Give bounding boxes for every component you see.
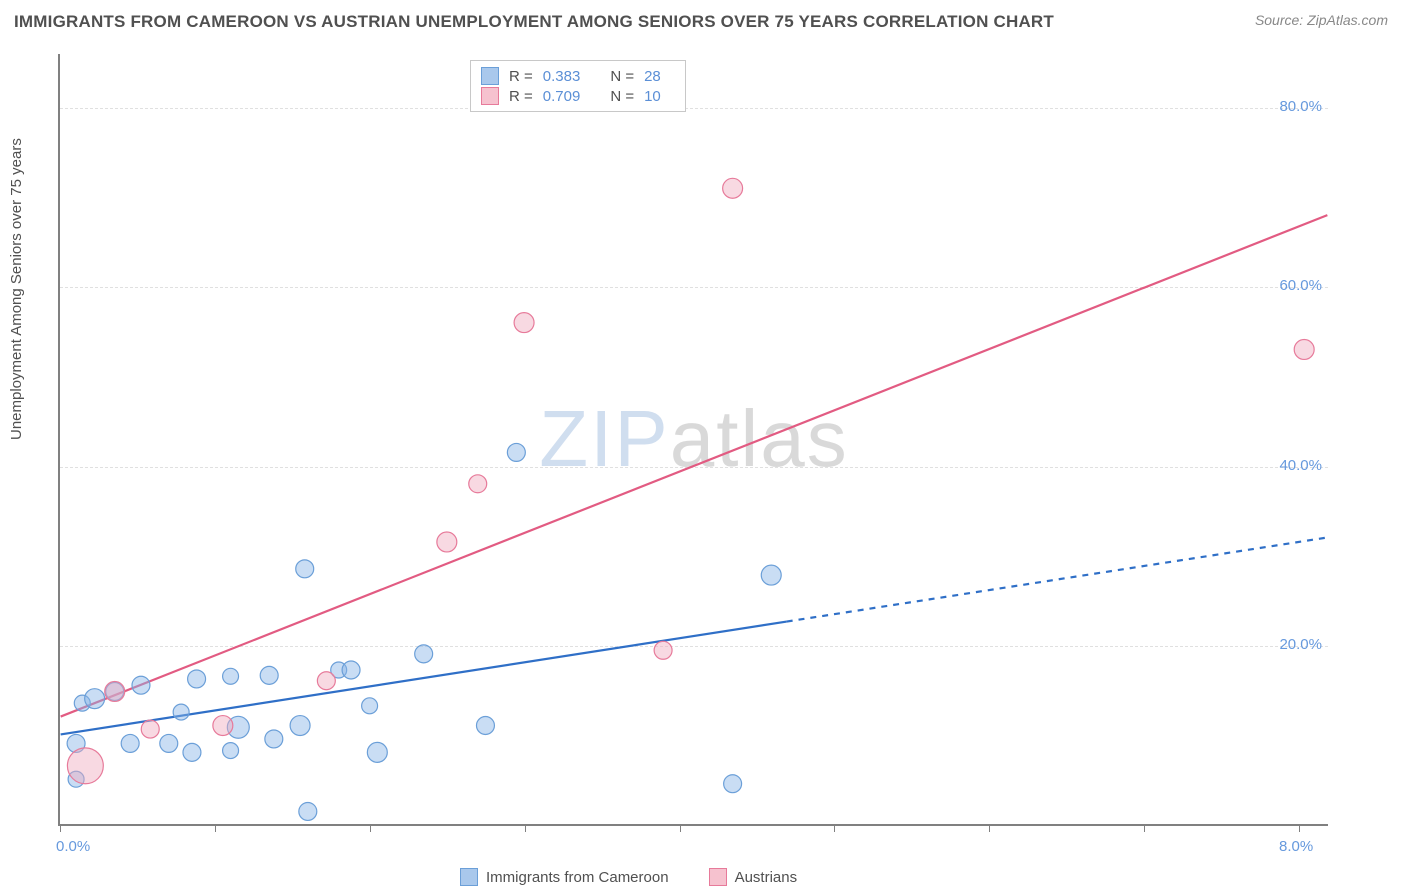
data-point bbox=[160, 734, 178, 752]
data-point bbox=[296, 560, 314, 578]
x-tick-mark bbox=[1144, 824, 1145, 832]
data-point bbox=[260, 666, 278, 684]
x-tick-mark bbox=[60, 824, 61, 832]
data-point bbox=[299, 802, 317, 820]
data-point bbox=[67, 748, 103, 784]
source-label: Source: ZipAtlas.com bbox=[1255, 12, 1388, 28]
data-point bbox=[223, 668, 239, 684]
trendline bbox=[61, 215, 1328, 716]
x-tick-mark bbox=[370, 824, 371, 832]
data-point bbox=[507, 443, 525, 461]
data-point bbox=[476, 717, 494, 735]
n-value: 10 bbox=[644, 88, 661, 105]
r-value: 0.383 bbox=[543, 68, 581, 85]
x-tick-mark bbox=[834, 824, 835, 832]
plot-area: ZIPatlas R = 0.383 N = 28 R = 0.709 N = … bbox=[58, 54, 1328, 826]
data-point bbox=[469, 475, 487, 493]
r-label: R = bbox=[509, 88, 533, 105]
data-point bbox=[188, 670, 206, 688]
data-point bbox=[183, 743, 201, 761]
n-label: N = bbox=[610, 88, 634, 105]
data-point bbox=[1294, 339, 1314, 359]
data-point bbox=[362, 698, 378, 714]
data-point bbox=[342, 661, 360, 679]
data-point bbox=[317, 672, 335, 690]
data-point bbox=[121, 734, 139, 752]
data-point bbox=[141, 720, 159, 738]
data-point bbox=[437, 532, 457, 552]
data-point bbox=[132, 676, 150, 694]
data-point bbox=[105, 682, 125, 702]
legend-swatch-pink bbox=[481, 87, 499, 105]
data-point bbox=[213, 716, 233, 736]
data-point bbox=[724, 775, 742, 793]
x-tick-mark bbox=[215, 824, 216, 832]
series-legend: Immigrants from Cameroon Austrians bbox=[460, 868, 797, 886]
data-point bbox=[173, 704, 189, 720]
legend-swatch-blue bbox=[481, 67, 499, 85]
data-point bbox=[367, 742, 387, 762]
data-point bbox=[85, 689, 105, 709]
data-point bbox=[265, 730, 283, 748]
x-tick-mark bbox=[680, 824, 681, 832]
chart-title: IMMIGRANTS FROM CAMEROON VS AUSTRIAN UNE… bbox=[14, 12, 1054, 32]
y-axis-label: Unemployment Among Seniors over 75 years bbox=[8, 138, 25, 440]
x-tick-label: 8.0% bbox=[1279, 838, 1313, 855]
legend-swatch-pink bbox=[709, 868, 727, 886]
legend-item-cameroon: Immigrants from Cameroon bbox=[460, 868, 669, 886]
legend-label: Austrians bbox=[735, 869, 798, 886]
data-point bbox=[415, 645, 433, 663]
legend-row-cameroon: R = 0.383 N = 28 bbox=[481, 66, 675, 86]
n-value: 28 bbox=[644, 68, 661, 85]
trendline-extrapolated bbox=[787, 537, 1328, 621]
data-point bbox=[290, 716, 310, 736]
chart-canvas bbox=[60, 54, 1328, 824]
x-tick-mark bbox=[1299, 824, 1300, 832]
x-tick-mark bbox=[525, 824, 526, 832]
trendline bbox=[61, 622, 787, 735]
legend-label: Immigrants from Cameroon bbox=[486, 869, 669, 886]
x-tick-mark bbox=[989, 824, 990, 832]
data-point bbox=[761, 565, 781, 585]
legend-swatch-blue bbox=[460, 868, 478, 886]
r-value: 0.709 bbox=[543, 88, 581, 105]
legend-row-austrians: R = 0.709 N = 10 bbox=[481, 86, 675, 106]
data-point bbox=[723, 178, 743, 198]
data-point bbox=[223, 743, 239, 759]
legend-item-austrians: Austrians bbox=[709, 868, 798, 886]
data-point bbox=[654, 641, 672, 659]
correlation-legend: R = 0.383 N = 28 R = 0.709 N = 10 bbox=[470, 60, 686, 112]
n-label: N = bbox=[610, 68, 634, 85]
r-label: R = bbox=[509, 68, 533, 85]
data-point bbox=[514, 313, 534, 333]
x-tick-label: 0.0% bbox=[56, 838, 90, 855]
